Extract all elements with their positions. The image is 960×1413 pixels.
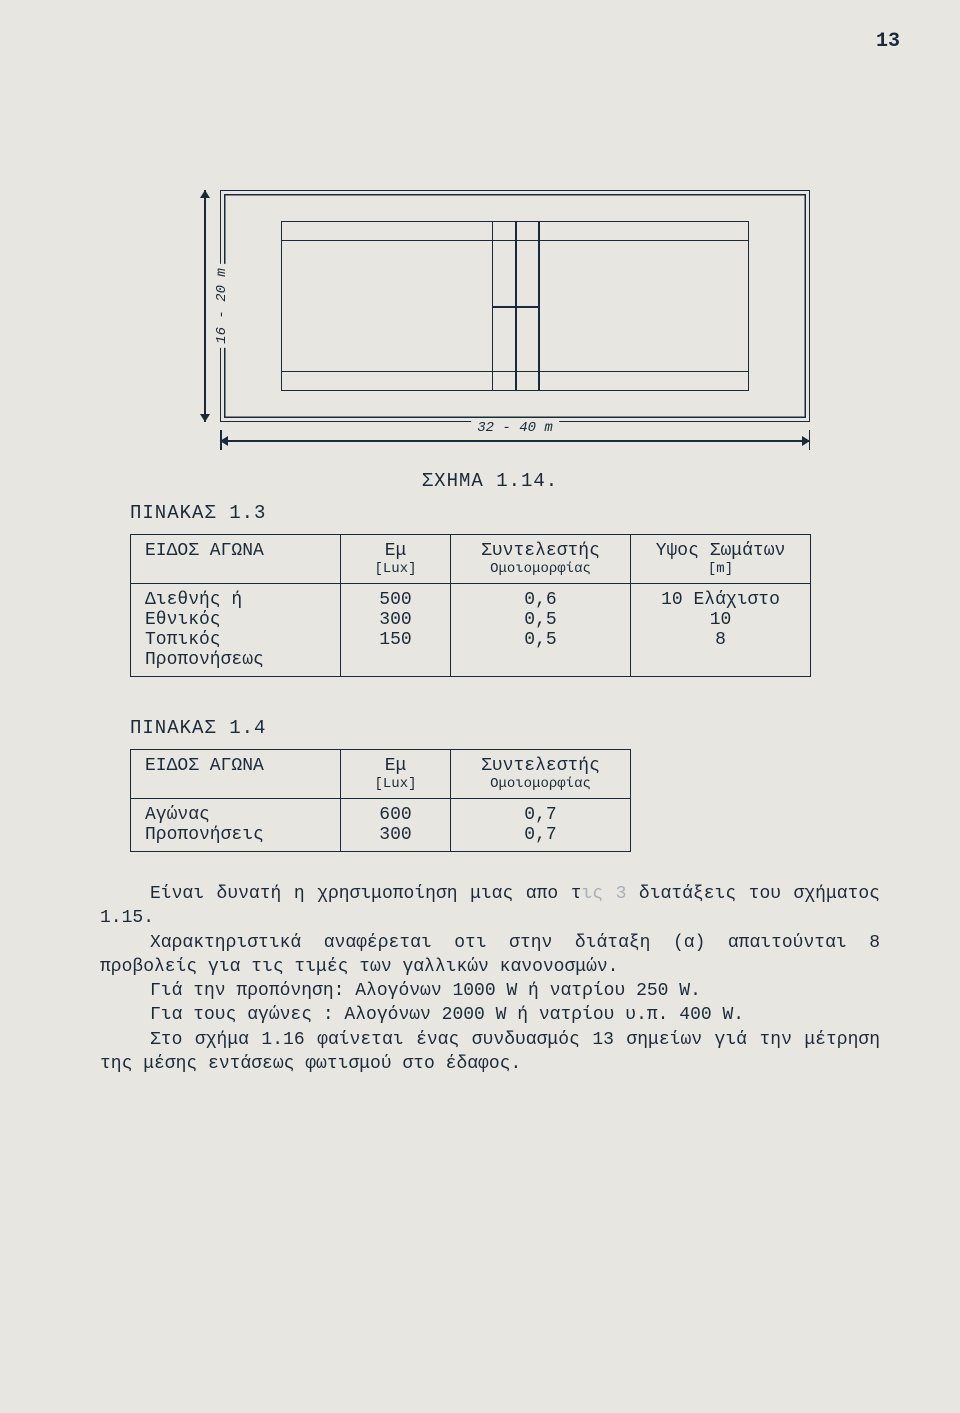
table-1: ΕΙΔΟΣ ΑΓΩΝΑ Eμ [Lux] Συντελεστής Ομοιομο…: [130, 534, 811, 677]
cell: 0,6: [465, 590, 616, 610]
cell: 10: [645, 610, 796, 630]
cell: 0,5: [465, 630, 616, 650]
col-lux-top: Eμ: [385, 541, 407, 561]
width-dimension: 32 - 40 m: [220, 422, 810, 450]
cell: 0,5: [465, 610, 616, 630]
col-lux-sub: [Lux]: [355, 561, 436, 577]
col-uniformity-sub: Ομοιομορφίας: [465, 561, 616, 577]
cell: 300: [355, 825, 436, 845]
cell: Διεθνής ή Εθνικός: [145, 590, 326, 630]
height-dimension: 16 - 20 m: [190, 190, 220, 422]
col-lux-top: Eμ: [385, 756, 407, 776]
col-uniformity: Συντελεστής Ομοιομορφίας: [451, 535, 631, 584]
col-lux: Eμ [Lux]: [341, 535, 451, 584]
dim-arrow-vertical: [204, 190, 206, 422]
cell: 150: [355, 630, 436, 650]
p1-faded: ις 3: [582, 884, 627, 904]
diagram-container: 16 - 20 m 32 - 40 m: [90, 190, 890, 450]
cell: Προπονήσεις: [145, 825, 326, 845]
cell: 10 Ελάχιστο: [645, 590, 796, 610]
col-event-type: ΕΙΔΟΣ ΑΓΩΝΑ: [131, 750, 341, 799]
col-lux: Eμ [Lux]: [341, 750, 451, 799]
width-label: 32 - 40 m: [471, 420, 559, 436]
table-header-row: ΕΙΔΟΣ ΑΓΩΝΑ Eμ [Lux] Συντελεστής Ομοιομο…: [131, 750, 631, 799]
paragraph-4: Για τους αγώνες : Αλογόνων 2000 W ή νατρ…: [100, 1003, 880, 1027]
paragraph-1: Είναι δυνατή η χρησιμοποίηση μιας απο τι…: [100, 882, 880, 931]
paragraph-3: Γιά την προπόνηση: Αλογόνων 1000 W ή νατ…: [100, 979, 880, 1003]
table-2: ΕΙΔΟΣ ΑΓΩΝΑ Eμ [Lux] Συντελεστής Ομοιομο…: [130, 749, 631, 852]
page-number: 13: [876, 30, 900, 53]
cell: 8: [645, 630, 796, 650]
col-height-sub: [m]: [645, 561, 796, 577]
cell: 600: [355, 805, 436, 825]
cell: 500: [355, 590, 436, 610]
service-line-right: [538, 222, 540, 390]
table-header-row: ΕΙΔΟΣ ΑΓΩΝΑ Eμ [Lux] Συντελεστής Ομοιομο…: [131, 535, 811, 584]
paragraph-2: Χαρακτηριστικά αναφέρεται οτι στην διάτα…: [100, 931, 880, 980]
col-event-type: ΕΙΔΟΣ ΑΓΩΝΑ: [131, 535, 341, 584]
cell: Προπονήσεως: [145, 650, 326, 670]
cell: Αγώνας: [145, 805, 326, 825]
table-row: Διεθνής ή Εθνικός Τοπικός Προπονήσεως 50…: [131, 584, 811, 677]
table1-title: ΠΙΝΑΚΑΣ 1.3: [130, 502, 890, 524]
col-lux-sub: [Lux]: [355, 776, 436, 792]
dim-arrow-horizontal: [220, 440, 810, 442]
figure-caption: ΣΧΗΜΑ 1.14.: [90, 470, 890, 492]
cell: 300: [355, 610, 436, 630]
table2-title: ΠΙΝΑΚΑΣ 1.4: [130, 717, 890, 739]
net-line: [515, 221, 517, 391]
col-uniformity: Συντελεστής Ομοιομορφίας: [451, 750, 631, 799]
outer-boundary: [220, 190, 810, 422]
cell: 0,7: [465, 805, 616, 825]
height-label: 16 - 20 m: [212, 264, 232, 348]
service-line-left: [492, 222, 494, 390]
tennis-court: [281, 221, 749, 391]
col-uniformity-top: Συντελεστής: [481, 756, 600, 776]
table-row: Αγώνας Προπονήσεις 600 300 0,7 0,7: [131, 799, 631, 852]
p1a: Είναι δυνατή η χρησιμοποίηση μιας απο τ: [150, 884, 582, 904]
cell: 0,7: [465, 825, 616, 845]
col-uniformity-top: Συντελεστής: [481, 541, 600, 561]
cell: Τοπικός: [145, 630, 326, 650]
col-uniformity-sub: Ομοιομορφίας: [465, 776, 616, 792]
col-height-top: Υψος Σωμάτων: [656, 541, 786, 561]
body-text: Είναι δυνατή η χρησιμοποίηση μιας απο τι…: [100, 882, 880, 1076]
court-diagram: 16 - 20 m 32 - 40 m: [170, 190, 810, 450]
paragraph-5: Στο σχήμα 1.16 φαίνεται ένας συνδυασμός …: [100, 1028, 880, 1077]
col-height: Υψος Σωμάτων [m]: [631, 535, 811, 584]
